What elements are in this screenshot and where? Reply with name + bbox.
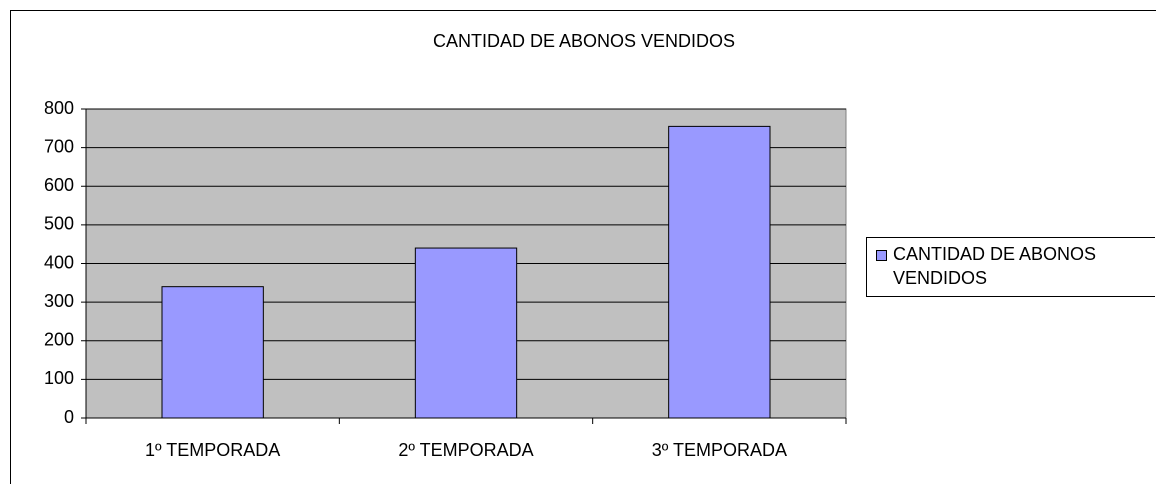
y-tick-label: 200 <box>44 330 74 350</box>
bar <box>161 286 264 419</box>
y-tick-label: 0 <box>64 407 74 427</box>
legend-label: CANTIDAD DE ABONOS VENDIDOS <box>893 244 1097 288</box>
bar <box>414 247 518 419</box>
y-tick-label: 400 <box>44 252 74 272</box>
y-tick-label: 800 <box>44 98 74 118</box>
y-tick-label: 600 <box>44 175 74 195</box>
x-tick-label: 2º TEMPORADA <box>398 440 533 460</box>
legend-swatch <box>876 250 887 261</box>
y-tick-label: 500 <box>44 214 74 234</box>
chart-title: CANTIDAD DE ABONOS VENDIDOS <box>433 31 735 51</box>
y-tick-label: 100 <box>44 368 74 388</box>
x-tick-label: 1º TEMPORADA <box>145 440 280 460</box>
y-tick-label: 300 <box>44 291 74 311</box>
bar <box>668 125 771 419</box>
y-tick-label: 700 <box>44 136 74 156</box>
legend: CANTIDAD DE ABONOS VENDIDOS <box>866 237 1155 297</box>
x-tick-label: 3º TEMPORADA <box>652 440 787 460</box>
